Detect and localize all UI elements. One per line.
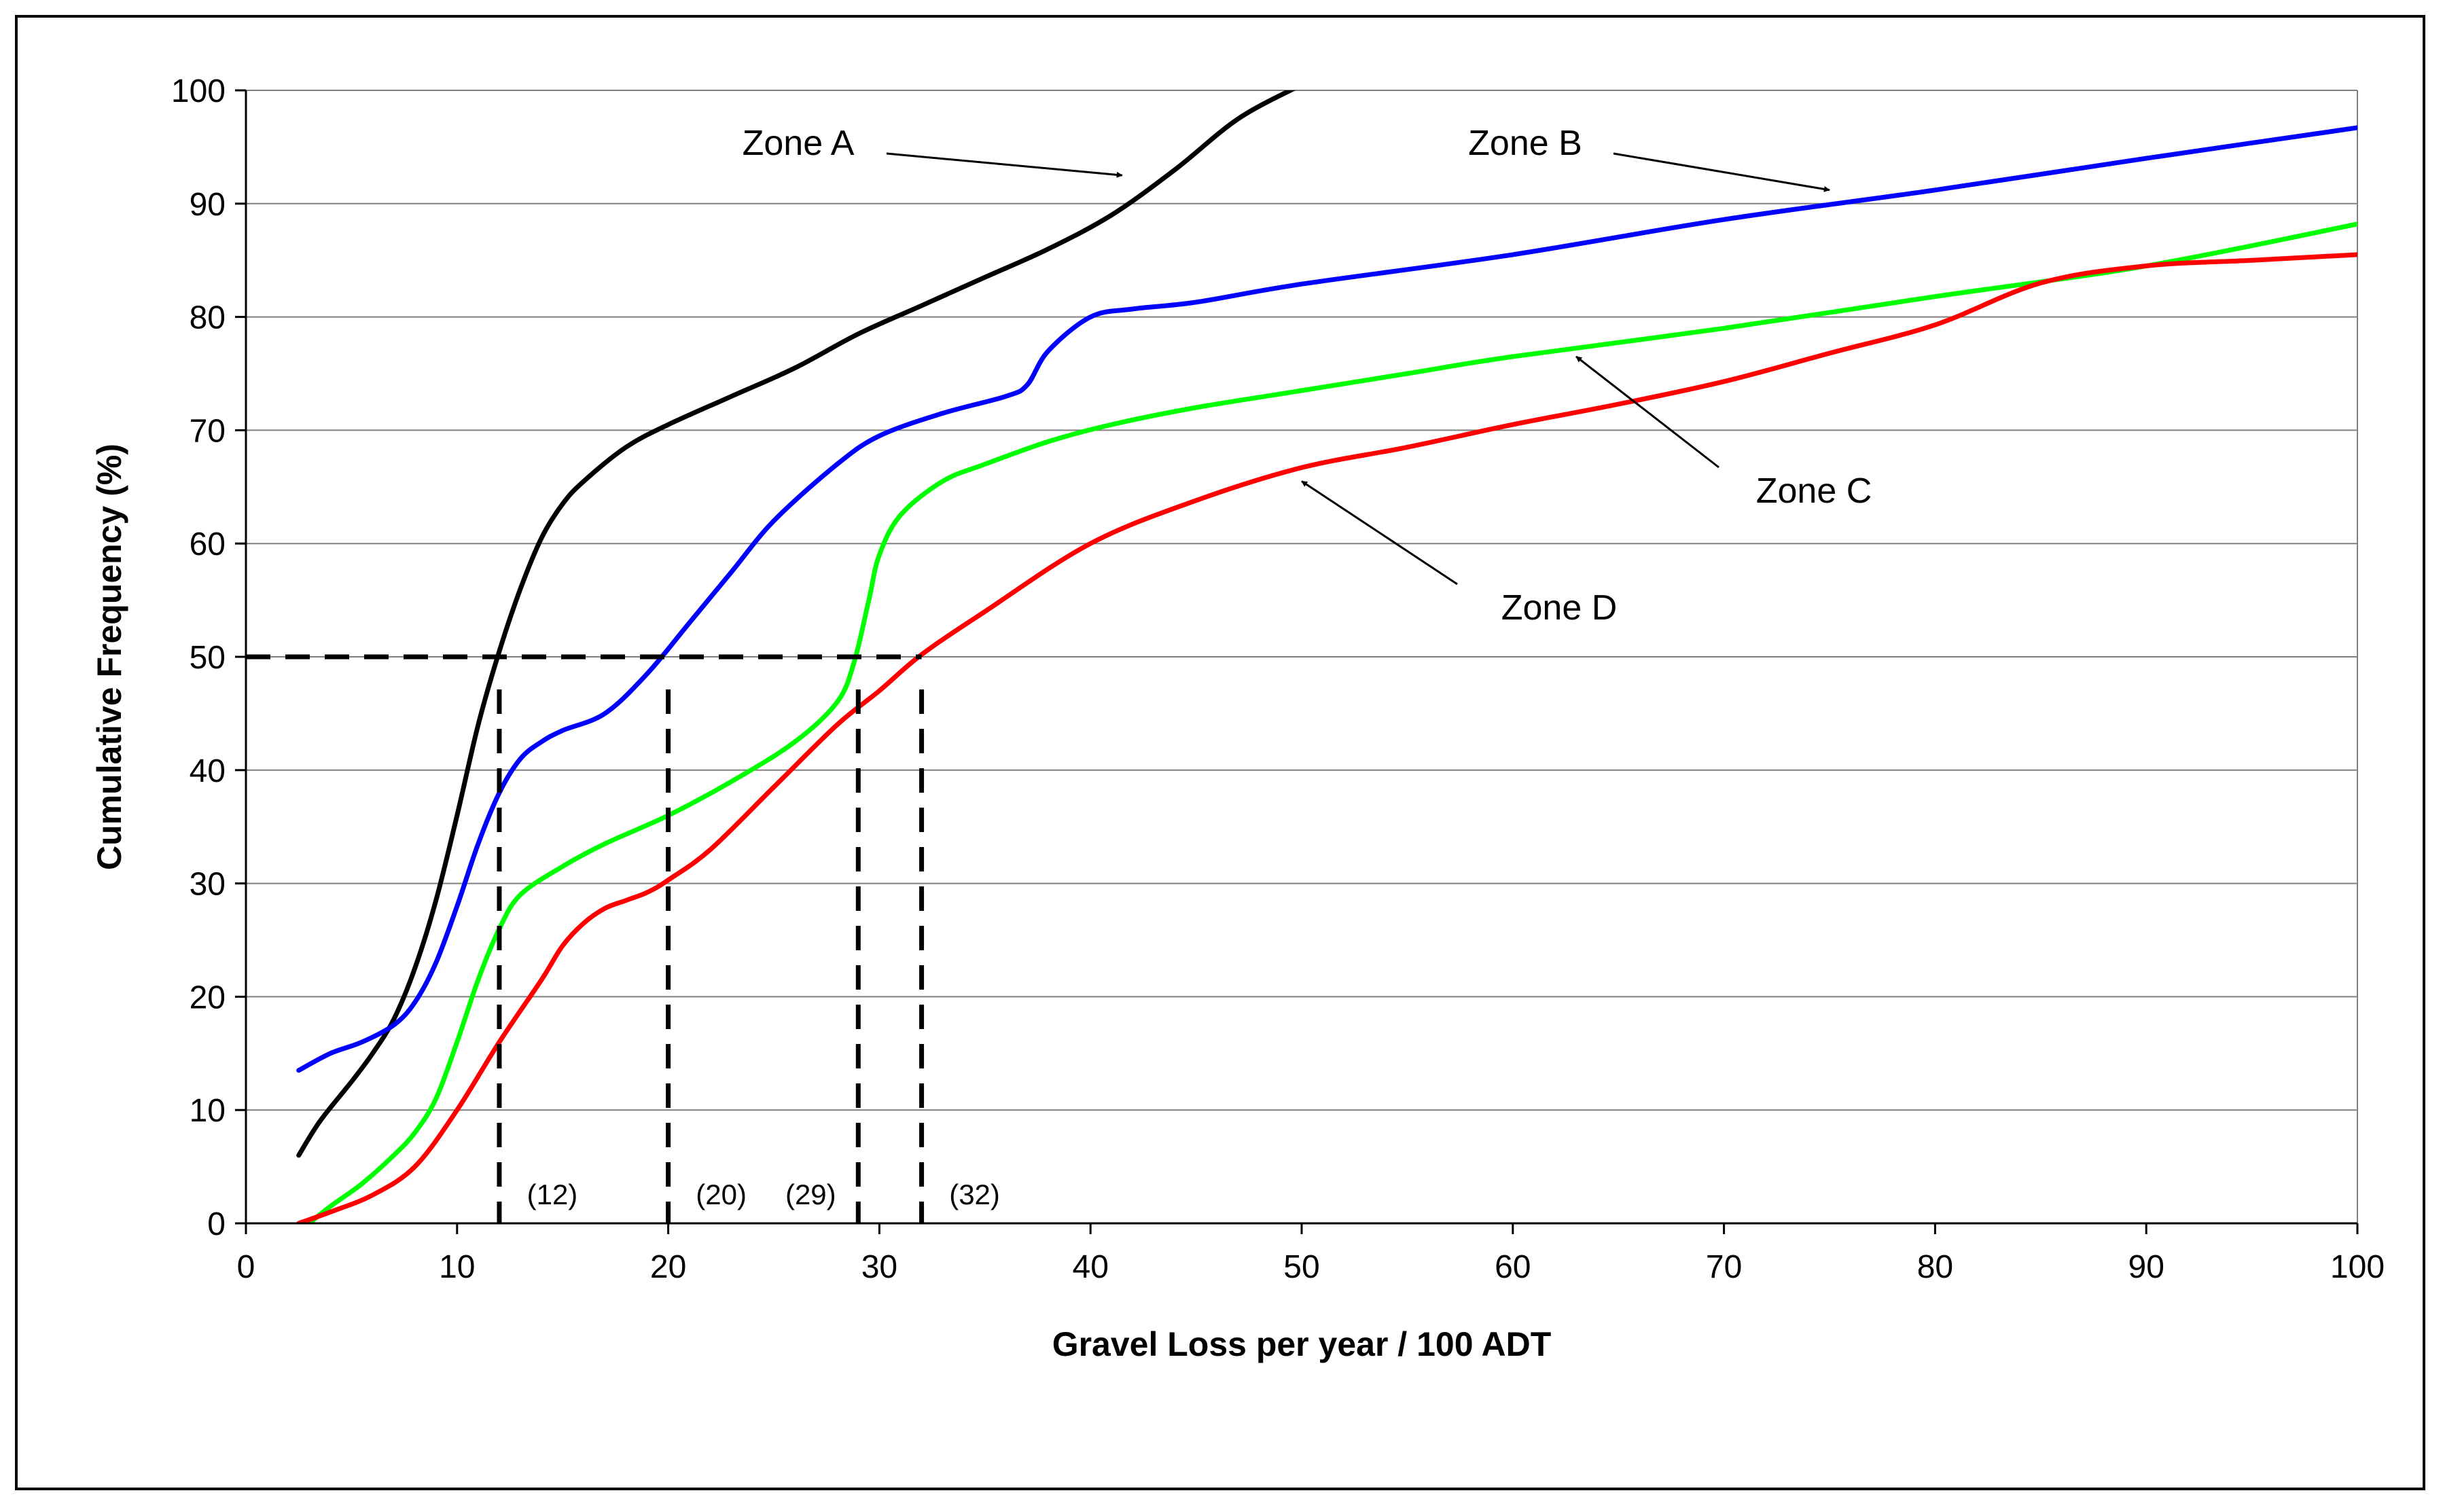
gridlines [246,90,2358,1223]
x-tick-label-40: 40 [1073,1249,1109,1285]
zone-label-zone-d: Zone D [1501,588,1618,628]
zone-label-zone-a: Zone A [743,124,855,163]
x-tick-label-60: 60 [1495,1249,1531,1285]
x-tick-label-80: 80 [1917,1249,1953,1285]
series-lines [296,90,2357,1223]
zone-label-zone-b: Zone B [1468,124,1582,163]
marker-label-32: (32) [949,1178,1000,1210]
y-tick-label-90: 90 [190,187,226,223]
zone-arrow-zone-d [1301,480,1458,586]
marker-label-29: (29) [785,1178,836,1210]
y-tick-label-30: 30 [190,867,226,903]
x-tick-label-50: 50 [1283,1249,1319,1285]
x-tick-label-0: 0 [237,1249,255,1285]
reference-lines [246,654,925,1223]
series-line-zone-b [296,125,2357,1073]
series-line-zone-d [296,252,2357,1223]
zone-label-zone-c: Zone C [1756,471,1872,511]
y-tick-label-50: 50 [190,640,226,676]
x-tick-label-10: 10 [439,1249,475,1285]
y-tick-label-0: 0 [207,1206,226,1242]
y-tick-label-60: 60 [190,526,226,562]
zone-arrow-zone-a [886,152,1123,178]
axes [235,89,2359,1234]
marker-label-12: (12) [527,1178,578,1210]
annotations: Zone A Zone B Zone C Zone D [743,124,1872,628]
x-axis-title: Gravel Loss per year / 100 ADT [1052,1325,1552,1363]
x-tick-label-90: 90 [2128,1249,2164,1285]
y-tick-label-20: 20 [190,979,226,1015]
x-tick-label-30: 30 [861,1249,897,1285]
marker-label-20: (20) [696,1178,747,1210]
y-tick-label-80: 80 [190,300,226,336]
y-tick-label-100: 100 [171,73,226,109]
zone-arrow-zone-c [1575,355,1719,469]
tick-labels: 0 10 20 30 40 50 60 70 80 90 100 0 10 20 30 40 50 60 70 80 9… [171,73,2385,1285]
y-tick-label-10: 10 [190,1093,226,1129]
zone-arrow-zone-b [1613,152,1830,192]
series-line-zone-c [306,221,2357,1223]
y-tick-label-70: 70 [190,413,226,449]
x-tick-label-70: 70 [1706,1249,1742,1285]
x-tick-label-100: 100 [2330,1249,2385,1285]
x-tick-label-20: 20 [650,1249,686,1285]
marker-labels: (12) (20) (29) (32) [527,1178,1000,1210]
y-tick-label-40: 40 [190,753,226,789]
series-line-zone-a [296,90,1296,1158]
y-axis-title: Cumulative Frequency (%) [90,444,128,870]
